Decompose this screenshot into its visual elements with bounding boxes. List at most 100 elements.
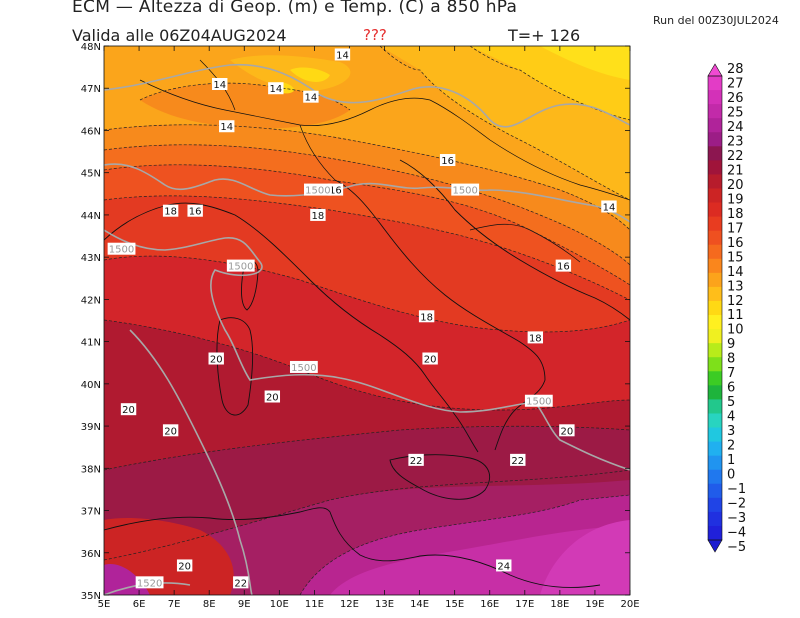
temp-label-text: 20 — [266, 393, 279, 404]
lon-label: 9E — [238, 599, 251, 610]
colorbar-label: 17 — [727, 221, 744, 236]
temp-label: 20 — [422, 352, 438, 366]
lon-label: 15E — [445, 599, 464, 610]
temp-label-text: 22 — [511, 456, 524, 467]
temp-label-bg — [496, 559, 512, 572]
geop-label-bg — [524, 394, 553, 407]
temp-label-bg — [510, 453, 526, 466]
lat-ticks: 48N 47N 46N 45N 44N 43N 42N 41N 40N 39N 38N 37N 36N 3… — [81, 42, 630, 602]
geop-label-bg — [107, 242, 136, 255]
colorbar-bottom-arrow — [707, 539, 723, 553]
geop-label: 1500 — [451, 183, 480, 197]
colorbar-swatch — [708, 455, 722, 471]
temp-label: 14 — [303, 90, 319, 104]
temp-label-text: 18 — [420, 312, 433, 323]
colorbar-label: 0 — [727, 468, 735, 483]
colorbar-label: 10 — [727, 323, 744, 338]
lon-label: 7E — [168, 599, 181, 610]
colorbar-label: −2 — [727, 497, 746, 512]
colorbar-swatch — [708, 160, 722, 175]
temp-label-text: 16 — [189, 207, 202, 218]
lon-label: 6E — [133, 599, 146, 610]
colorbar-label: 2 — [727, 439, 735, 454]
temp-label-text: 20 — [424, 355, 437, 366]
colorbar-swatch — [708, 371, 722, 386]
temp-label-text: 18 — [164, 207, 177, 218]
colorbar-label: 6 — [727, 381, 735, 396]
temp-label-bg — [555, 259, 572, 272]
lat-label: 36N — [81, 549, 101, 560]
colorbar-label: 23 — [727, 134, 744, 149]
geop-label: 1500 — [107, 242, 136, 256]
colorbar-swatch — [708, 244, 722, 260]
lat-label: 42N — [81, 295, 101, 306]
colorbar-swatch — [708, 118, 722, 133]
colorbar-swatch — [708, 497, 722, 513]
temp-label-text: 20 — [210, 355, 223, 366]
temp-label-text: 14 — [269, 84, 282, 95]
temp-label-bg — [162, 424, 179, 437]
question-marks: ??? — [363, 26, 387, 44]
colorbar-swatch — [708, 469, 722, 485]
colorbar-swatch — [708, 202, 722, 218]
lon-label: 14E — [410, 599, 429, 610]
colorbar-swatch — [708, 441, 722, 457]
temp-label: 14 — [601, 200, 617, 213]
colorbar-swatch — [708, 230, 722, 246]
colorbar-label: 8 — [727, 352, 735, 367]
geop-label-bg — [451, 183, 480, 196]
lon-label: 19E — [585, 599, 604, 610]
geop-label-bg — [135, 576, 164, 589]
geop-label-bg — [304, 183, 332, 196]
colorbar-frame — [707, 75, 723, 541]
lat-label: 35N — [81, 591, 101, 602]
geop-label-bg — [289, 360, 318, 373]
temp-label: 20 — [264, 390, 281, 404]
colorbar-swatch — [708, 216, 722, 232]
lon-label: 10E — [270, 599, 289, 610]
lon-label: 17E — [515, 599, 534, 610]
temp-label: 18 — [310, 208, 326, 222]
temp-label: 14 — [334, 48, 351, 61]
lat-label: 39N — [81, 422, 101, 433]
temp-label: 20 — [162, 424, 179, 437]
colorbar-swatch — [708, 483, 722, 499]
temp-label: 22 — [233, 576, 249, 589]
lat-label: 45N — [81, 169, 101, 180]
temp-label-text: 18 — [529, 333, 542, 344]
geop-label: 1500 — [524, 394, 553, 408]
temp-label: 22 — [510, 453, 526, 467]
lon-label: 20E — [620, 599, 639, 610]
temp-label-text: 14 — [213, 80, 226, 91]
valid-time: Valida alle 06Z04AUG2024 — [72, 26, 287, 45]
colorbar-swatch — [708, 132, 722, 147]
colorbar-swatch — [708, 272, 722, 288]
temp-label-text: 20 — [178, 561, 191, 572]
colorbar-label: −4 — [727, 526, 746, 541]
colorbar-label: 1 — [727, 453, 735, 468]
temp-label-text: 18 — [312, 211, 325, 222]
colorbar-swatch — [708, 76, 722, 91]
colorbar-swatch — [708, 511, 722, 527]
geopotential-isolines — [104, 63, 630, 595]
coastlines — [104, 59, 630, 588]
temp-label-bg — [187, 204, 203, 217]
run-date: Run del 00Z30JUL2024 — [653, 14, 779, 27]
temp-label-bg — [334, 48, 351, 61]
temp-label-text: 16 — [441, 156, 454, 167]
temp-label-text: 14 — [603, 202, 616, 213]
temp-label-bg — [310, 208, 326, 221]
map-title: ECM — Altezza di Geop. (m) e Temp. (C) a… — [72, 0, 518, 17]
lon-label: 8E — [203, 599, 216, 610]
colorbar-label: 11 — [727, 308, 744, 323]
colorbar-swatch — [708, 104, 722, 119]
colorbar-swatch — [708, 385, 722, 400]
colorbar-swatch — [708, 413, 722, 429]
colorbar-label: 20 — [727, 178, 744, 193]
lat-label: 38N — [81, 464, 101, 475]
temp-label-text: 22 — [410, 456, 423, 467]
colorbar-label: 13 — [727, 279, 744, 294]
colorbar: 2827262524232221201918171615141312111098… — [707, 62, 746, 555]
lon-label: 18E — [550, 599, 569, 610]
